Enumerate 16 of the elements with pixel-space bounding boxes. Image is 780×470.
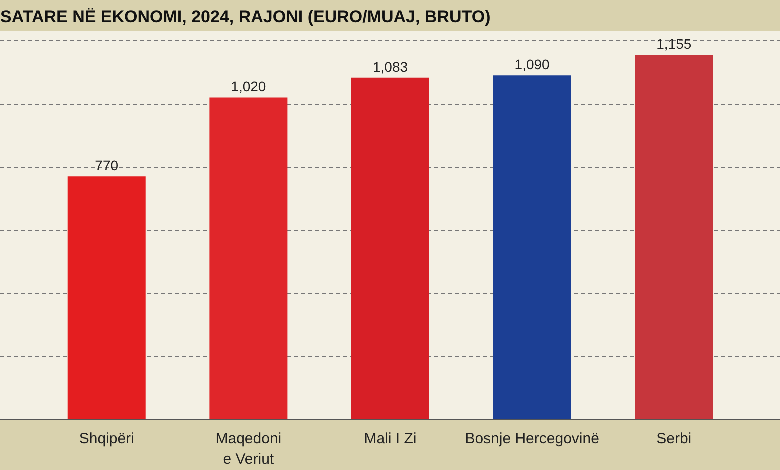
data-label: 1,155: [656, 36, 692, 52]
data-label: 1,083: [372, 58, 408, 75]
data-label: 770: [95, 158, 119, 174]
bar: [68, 176, 146, 420]
x-tick-label: Maqedoni e Veriut: [216, 430, 282, 468]
bar: [493, 76, 572, 420]
bar: [352, 78, 430, 420]
x-tick-label: Bosnje Hercegovinë: [465, 430, 600, 448]
bar: [210, 98, 288, 420]
x-tick-label: Serbi: [656, 430, 692, 448]
data-label: 1,090: [514, 56, 550, 73]
chart-title: SATARE NË EKONOMI, 2024, RAJONI (EURO/MUAJ, BRUTO): [0, 8, 491, 26]
x-tick-label: Shqipëri: [79, 430, 134, 448]
data-label: 1,020: [231, 78, 266, 95]
x-tick-label: Mali I Zi: [364, 430, 417, 448]
bar: [635, 55, 714, 420]
